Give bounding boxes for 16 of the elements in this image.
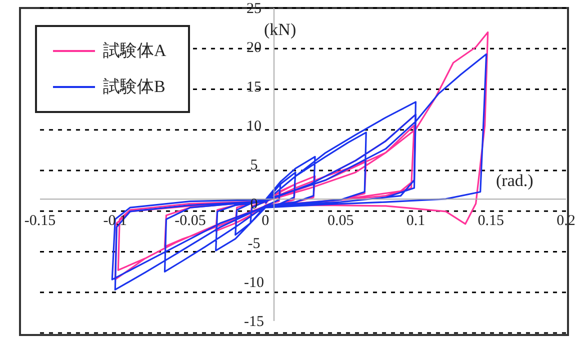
y-tick-label: -5 <box>248 236 260 252</box>
y-axis-title: (kN) <box>264 20 296 40</box>
y-tick-label: 15 <box>246 79 262 96</box>
x-axis-title: (rad.) <box>496 171 534 192</box>
x-tick-label: -0.05 <box>174 213 206 230</box>
x-tick-label: -0.15 <box>24 213 56 230</box>
y-tick-label: -10 <box>244 274 264 291</box>
legend-label: 試験体A <box>103 40 166 62</box>
x-tick-label: 0.1 <box>406 213 426 230</box>
y-tick-label: 10 <box>246 118 262 134</box>
x-tick-label: 0.15 <box>478 213 504 230</box>
legend-label: 試験体B <box>103 76 166 98</box>
y-tick-label: -15 <box>244 314 264 330</box>
y-tick-label: 5 <box>250 158 258 174</box>
y-tick-label: 20 <box>246 40 262 56</box>
x-tick-label: 0.05 <box>327 213 354 230</box>
